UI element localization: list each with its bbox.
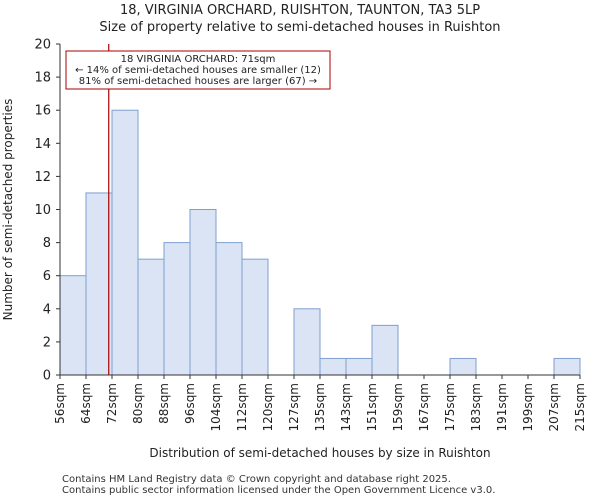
annotation-line-3: 81% of semi-detached houses are larger (… xyxy=(79,76,317,87)
bar-64sqm xyxy=(85,192,113,376)
y-tick-label-18: 18 xyxy=(34,71,51,86)
bar-88sqm xyxy=(163,242,191,376)
x-tick-label-199sqm: 199sqm xyxy=(521,383,535,431)
bar-104sqm xyxy=(215,242,243,376)
bar-175sqm xyxy=(449,357,477,376)
annotation-line-1: 18 VIRGINIA ORCHARD: 71sqm xyxy=(121,54,276,65)
bar-56sqm xyxy=(59,275,87,376)
x-tick-label-112sqm: 112sqm xyxy=(235,383,249,431)
bar-151sqm xyxy=(371,324,399,376)
y-tick-label-20: 20 xyxy=(34,38,51,53)
x-tick-label-64sqm: 64sqm xyxy=(79,383,93,424)
footer-line-2: Contains public sector information licen… xyxy=(62,485,496,496)
x-tick-label-80sqm: 80sqm xyxy=(131,383,145,424)
x-axis-label: Distribution of semi-detached houses by … xyxy=(149,446,490,460)
x-tick-label-88sqm: 88sqm xyxy=(157,383,171,424)
y-tick-label-4: 4 xyxy=(43,302,51,317)
bar-135sqm xyxy=(319,357,347,376)
y-tick-label-0: 0 xyxy=(43,369,51,384)
x-tick-label-151sqm: 151sqm xyxy=(365,383,379,431)
chart-title: 18, VIRGINIA ORCHARD, RUISHTON, TAUNTON,… xyxy=(119,3,481,18)
x-tick-label-207sqm: 207sqm xyxy=(547,383,561,431)
bar-143sqm xyxy=(345,357,373,376)
x-tick-label-159sqm: 159sqm xyxy=(391,383,405,431)
y-tick-label-10: 10 xyxy=(34,203,51,218)
y-tick-label-8: 8 xyxy=(43,236,51,251)
x-tick-label-127sqm: 127sqm xyxy=(287,383,301,431)
bar-96sqm xyxy=(189,209,217,376)
y-tick-label-14: 14 xyxy=(34,137,51,152)
bar-112sqm xyxy=(241,258,269,376)
x-tick-label-167sqm: 167sqm xyxy=(417,383,431,431)
x-tick-label-135sqm: 135sqm xyxy=(313,383,327,431)
x-tick-label-56sqm: 56sqm xyxy=(53,383,67,424)
x-tick-label-175sqm: 175sqm xyxy=(443,383,457,431)
x-tick-label-104sqm: 104sqm xyxy=(209,383,223,431)
y-axis-label: Number of semi-detached properties xyxy=(1,99,15,321)
y-tick-label-16: 16 xyxy=(34,104,51,119)
x-tick-label-191sqm: 191sqm xyxy=(495,383,509,431)
y-tick-label-12: 12 xyxy=(34,170,51,185)
y-tick-label-6: 6 xyxy=(43,269,51,284)
annotation-box xyxy=(65,50,331,90)
x-tick-label-183sqm: 183sqm xyxy=(469,383,483,431)
x-tick-label-143sqm: 143sqm xyxy=(339,383,353,431)
annotation-line-2: ← 14% of semi-detached houses are smalle… xyxy=(75,65,321,76)
x-tick-label-120sqm: 120sqm xyxy=(261,383,275,431)
bar-207sqm xyxy=(553,357,581,376)
footer-line-1: Contains HM Land Registry data © Crown c… xyxy=(62,474,451,485)
bar-80sqm xyxy=(137,258,165,376)
y-tick-label-2: 2 xyxy=(43,335,51,350)
x-tick-label-72sqm: 72sqm xyxy=(105,383,119,424)
chart-subtitle: Size of property relative to semi-detach… xyxy=(99,20,501,35)
bar-127sqm xyxy=(293,308,321,376)
x-tick-label-96sqm: 96sqm xyxy=(183,383,197,424)
bar-72sqm xyxy=(111,109,139,376)
x-tick-label-215sqm: 215sqm xyxy=(573,383,587,431)
